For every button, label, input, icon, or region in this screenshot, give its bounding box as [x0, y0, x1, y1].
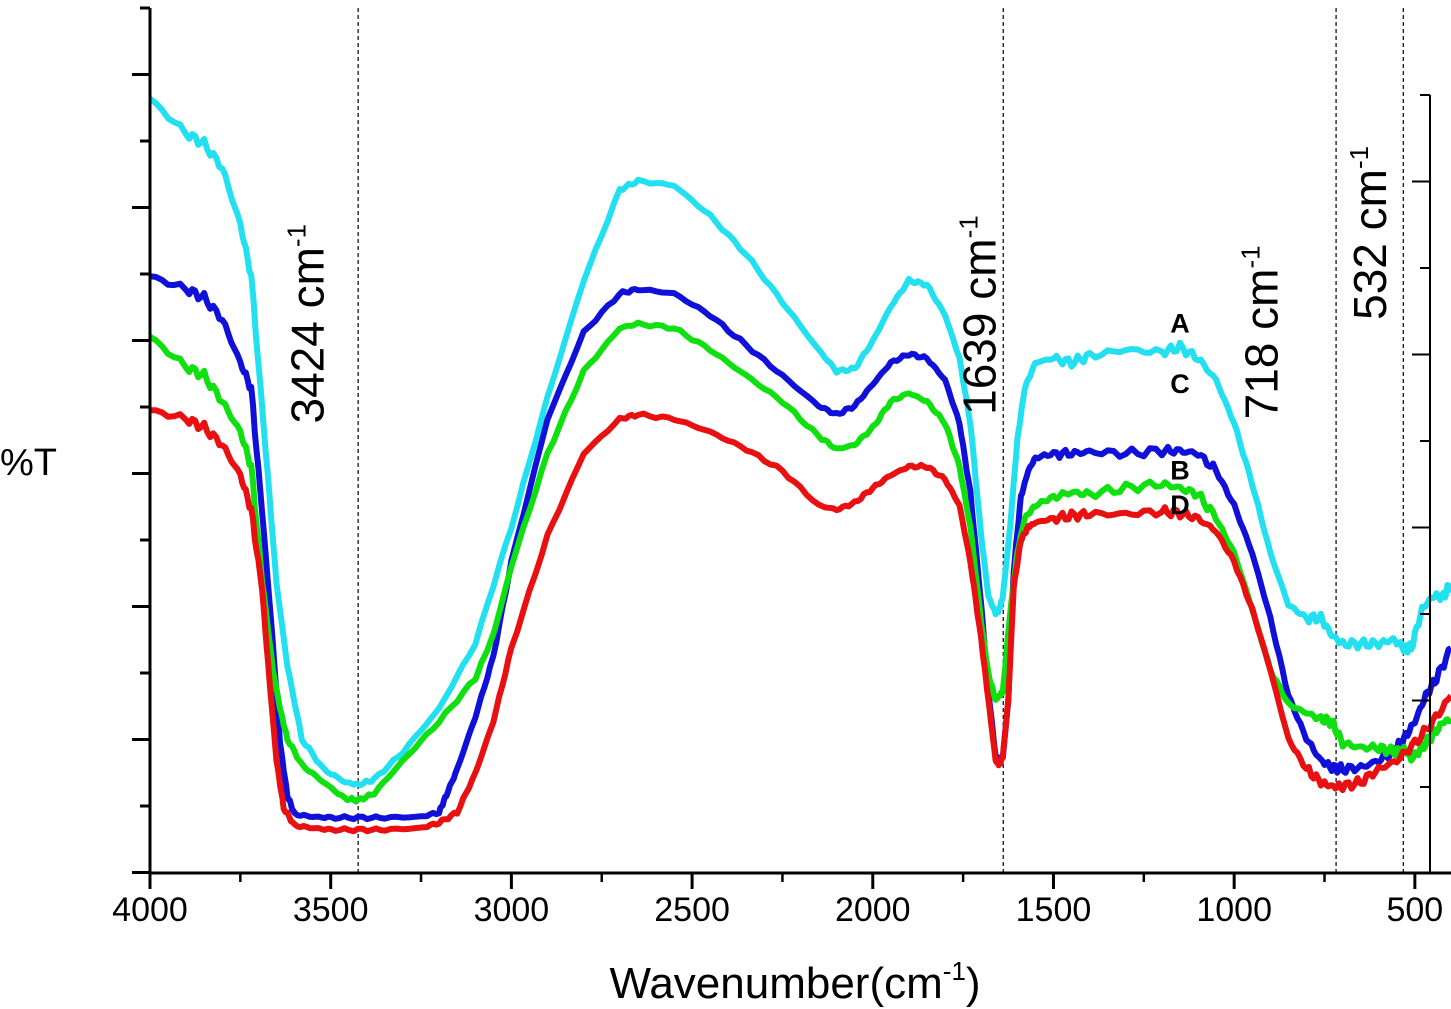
- series-label-B: B: [1170, 455, 1190, 485]
- x-tick-label: 500: [1386, 891, 1443, 929]
- x-tick-label: 4000: [112, 891, 188, 929]
- peak-label-1639: 1639 cm-1: [954, 215, 1006, 415]
- peak-label-3424: 3424 cm-1: [281, 224, 333, 424]
- series-line-C: [148, 319, 1451, 805]
- x-axis-title: Wavenumber(cm-1): [609, 956, 980, 1008]
- series-label-A: A: [1170, 308, 1190, 338]
- axes: 4000 3500 3000 2500 2000 1500 1000 500: [112, 6, 1451, 929]
- series-line-A: [148, 96, 1451, 789]
- x-tick-label: 2500: [654, 891, 730, 929]
- x-tick-label: 3500: [293, 891, 369, 929]
- series-label-C: C: [1170, 369, 1190, 399]
- x-tick-label: 1500: [1016, 891, 1092, 929]
- x-tick-label: 2000: [835, 891, 911, 929]
- peak-label-532: 532 cm-1: [1344, 146, 1396, 320]
- annotations: 3424 cm-1 1639 cm-1 718 cm-1 532 cm-1 A B C D: [281, 146, 1395, 520]
- peak-label-718: 718 cm-1: [1236, 245, 1288, 419]
- reference-lines: [357, 8, 1404, 873]
- series-label-D: D: [1170, 490, 1190, 520]
- series-line-B: [149, 273, 1451, 823]
- y-axis-title: %T: [0, 442, 57, 484]
- series-group: [148, 96, 1451, 835]
- x-tick-label: 3000: [474, 891, 550, 929]
- series-line-D: [149, 407, 1451, 835]
- x-tick-label: 1000: [1196, 891, 1272, 929]
